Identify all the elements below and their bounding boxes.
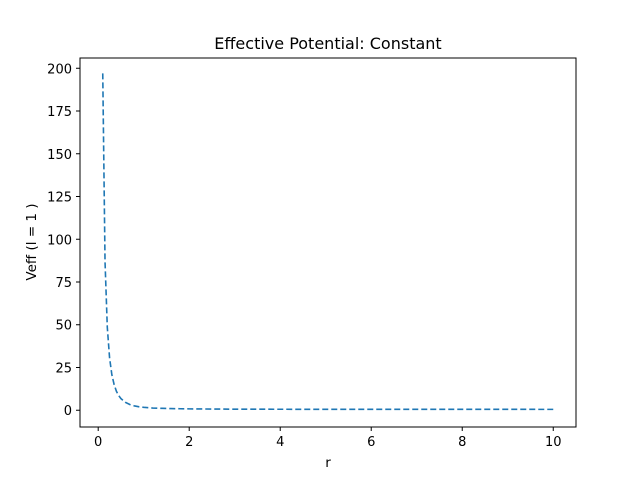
y-tick-label: 25	[55, 361, 72, 376]
y-tick-label: 100	[47, 233, 72, 248]
x-axis-label: r	[325, 455, 331, 471]
x-tick-label: 6	[367, 435, 375, 450]
y-tick-label: 200	[47, 62, 72, 77]
y-tick-label: 175	[47, 105, 72, 120]
x-tick-label: 0	[94, 435, 102, 450]
chart-title: Effective Potential: Constant	[214, 34, 441, 53]
x-tick-label: 4	[276, 435, 284, 450]
y-tick-label: 150	[47, 148, 72, 163]
y-axis-label: Veff (l = 1 )	[24, 203, 40, 280]
x-tick-label: 2	[185, 435, 193, 450]
series-line	[101, 73, 554, 411]
y-tick-label: 125	[47, 191, 72, 206]
x-tick-label: 10	[545, 435, 562, 450]
axes-frame	[79, 57, 577, 428]
y-tick-label: 0	[64, 404, 72, 419]
y-tick-label: 50	[55, 319, 72, 334]
y-axis: 0 25 50 75 100 125 150 175 200	[47, 62, 80, 419]
x-axis: 0 2 4 6 8 10	[94, 427, 562, 450]
series-layer	[101, 73, 554, 411]
y-tick-label: 75	[55, 276, 72, 291]
x-tick-label: 8	[458, 435, 466, 450]
plot-area	[79, 57, 577, 428]
